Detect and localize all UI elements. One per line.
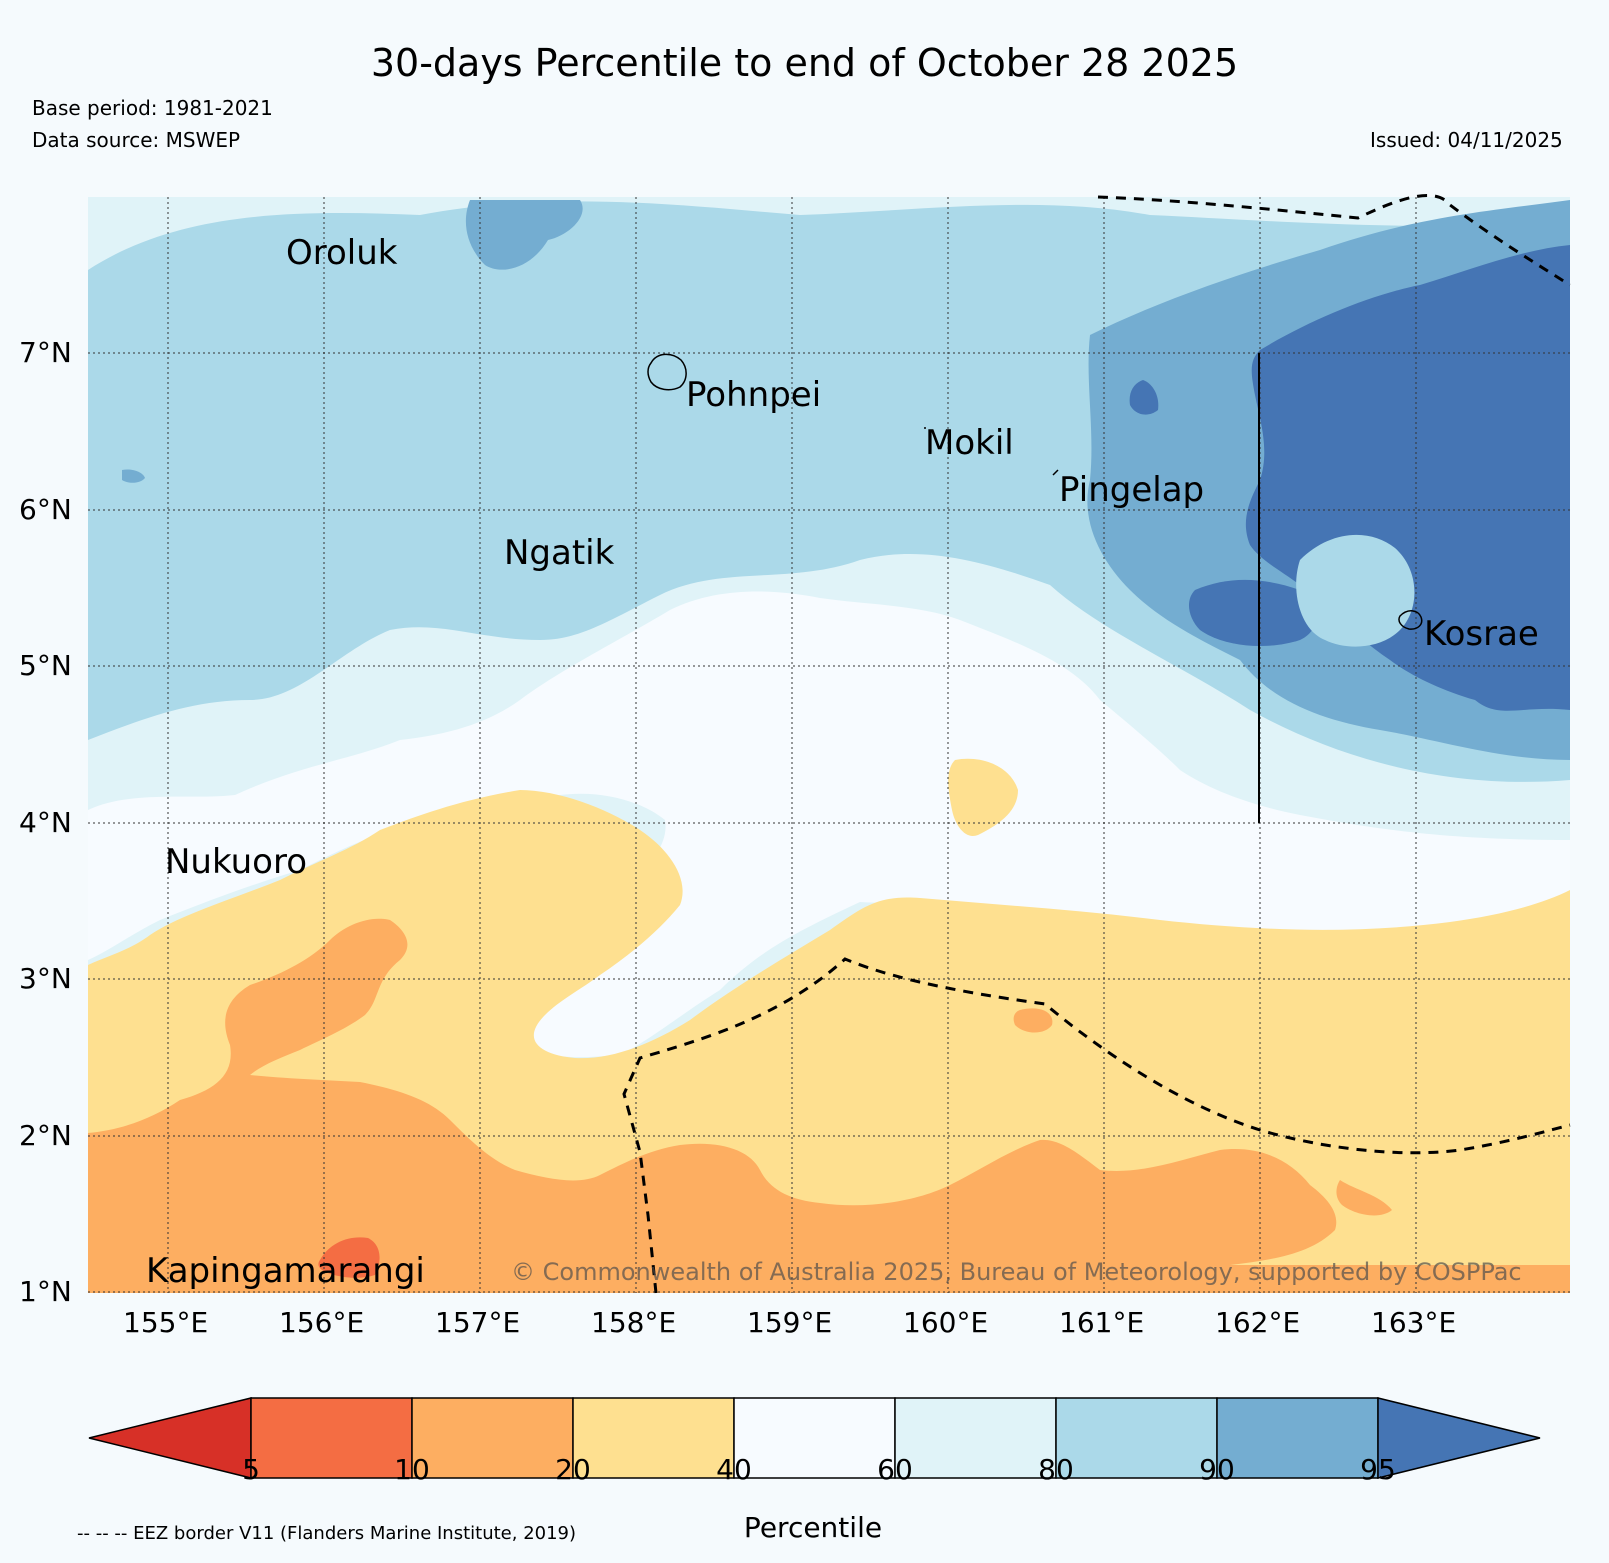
pohnpei-outline: [647, 353, 687, 391]
colorbar-tick-95: 95: [1360, 1453, 1396, 1486]
eez-borders: [622, 194, 1571, 1294]
map-content: [88, 197, 1570, 1293]
x-tick-162e: 162°E: [1215, 1306, 1301, 1339]
colorbar-band-80-90: [1055, 1397, 1218, 1479]
y-tick-3n: 3°N: [19, 962, 72, 995]
colorbar-extend-low: [88, 1397, 252, 1479]
y-tick-4n: 4°N: [19, 806, 72, 839]
place-pingelap: Pingelap: [1059, 470, 1205, 510]
place-pohnpei: Pohnpei: [686, 375, 822, 415]
x-tick-163e: 163°E: [1371, 1306, 1457, 1339]
island-outlines: [647, 353, 1423, 630]
y-tick-1n: 1°N: [19, 1275, 72, 1308]
copyright-text: © Commonwealth of Australia 2025, Bureau…: [511, 1258, 1522, 1286]
x-tick-155e: 155°E: [123, 1306, 209, 1339]
colorbar-tick-20: 20: [555, 1453, 591, 1486]
region-mid-low-islet-b: [1336, 1180, 1392, 1216]
issued-date: Issued: 04/11/2025: [1370, 128, 1563, 152]
colorbar-tick-5: 5: [242, 1453, 260, 1486]
place-mokil: Mokil: [925, 423, 1014, 463]
data-source: Data source: MSWEP: [32, 128, 241, 152]
colorbar-band-10-20: [411, 1397, 574, 1479]
region-very-high-west-a: [465, 200, 583, 270]
place-kosrae: Kosrae: [1424, 614, 1539, 654]
colorbar-band-5-10: [250, 1397, 413, 1479]
y-tick-5n: 5°N: [19, 649, 72, 682]
colorbar-band-20-40: [572, 1397, 735, 1479]
x-tick-156e: 156°E: [279, 1306, 365, 1339]
y-tick-6n: 6°N: [19, 493, 72, 526]
chart-title: 30-days Percentile to end of October 28 …: [370, 41, 1239, 85]
colorbar-tick-40: 40: [716, 1453, 752, 1486]
kosrae-outline: [1398, 610, 1423, 630]
region-below-average-islet: [948, 758, 1018, 836]
region-extreme-south: [1188, 579, 1318, 646]
x-tick-159e: 159°E: [747, 1306, 833, 1339]
pingelap-outline: [1052, 469, 1059, 476]
region-high-around-kosrae: [1296, 534, 1415, 647]
colorbar-extend-high: [1377, 1397, 1541, 1479]
eez-legend-note: -- -- -- EEZ border V11 (Flanders Marine…: [77, 1523, 577, 1544]
place-kapingamarangi: Kapingamarangi: [146, 1251, 425, 1291]
y-tick-2n: 2°N: [19, 1119, 72, 1152]
base-period: Base period: 1981-2021: [32, 96, 273, 120]
x-tick-158e: 158°E: [591, 1306, 677, 1339]
colorbar-tick-60: 60: [877, 1453, 913, 1486]
colorbar-tick-90: 90: [1199, 1453, 1235, 1486]
region-very-high-west-b: [122, 469, 145, 483]
y-tick-7n: 7°N: [19, 336, 72, 369]
region-mid-low: [88, 918, 1570, 1293]
colorbar-tick-10: 10: [394, 1453, 430, 1486]
region-low: [318, 1237, 380, 1278]
place-ngatik: Ngatik: [504, 533, 615, 573]
eez-border-south: [622, 957, 1571, 1294]
colorbar-tick-80: 80: [1038, 1453, 1074, 1486]
region-neutral: [88, 591, 1570, 1058]
colorbar-title: Percentile: [743, 1511, 883, 1544]
colorbar: [88, 1397, 1541, 1479]
place-nukuoro: Nukuoro: [165, 842, 308, 882]
colorbar-band-40-60: [733, 1397, 896, 1479]
region-mid-low-islet-a: [1013, 1008, 1053, 1033]
place-oroluk: Oroluk: [286, 233, 398, 273]
colorbar-band-90-95: [1216, 1397, 1379, 1479]
region-extreme-islet: [1129, 380, 1159, 415]
x-tick-160e: 160°E: [903, 1306, 989, 1339]
x-tick-157e: 157°E: [435, 1306, 521, 1339]
colorbar-band-60-80: [894, 1397, 1057, 1479]
map-gridlines: [88, 197, 1570, 1293]
x-tick-161e: 161°E: [1059, 1306, 1145, 1339]
